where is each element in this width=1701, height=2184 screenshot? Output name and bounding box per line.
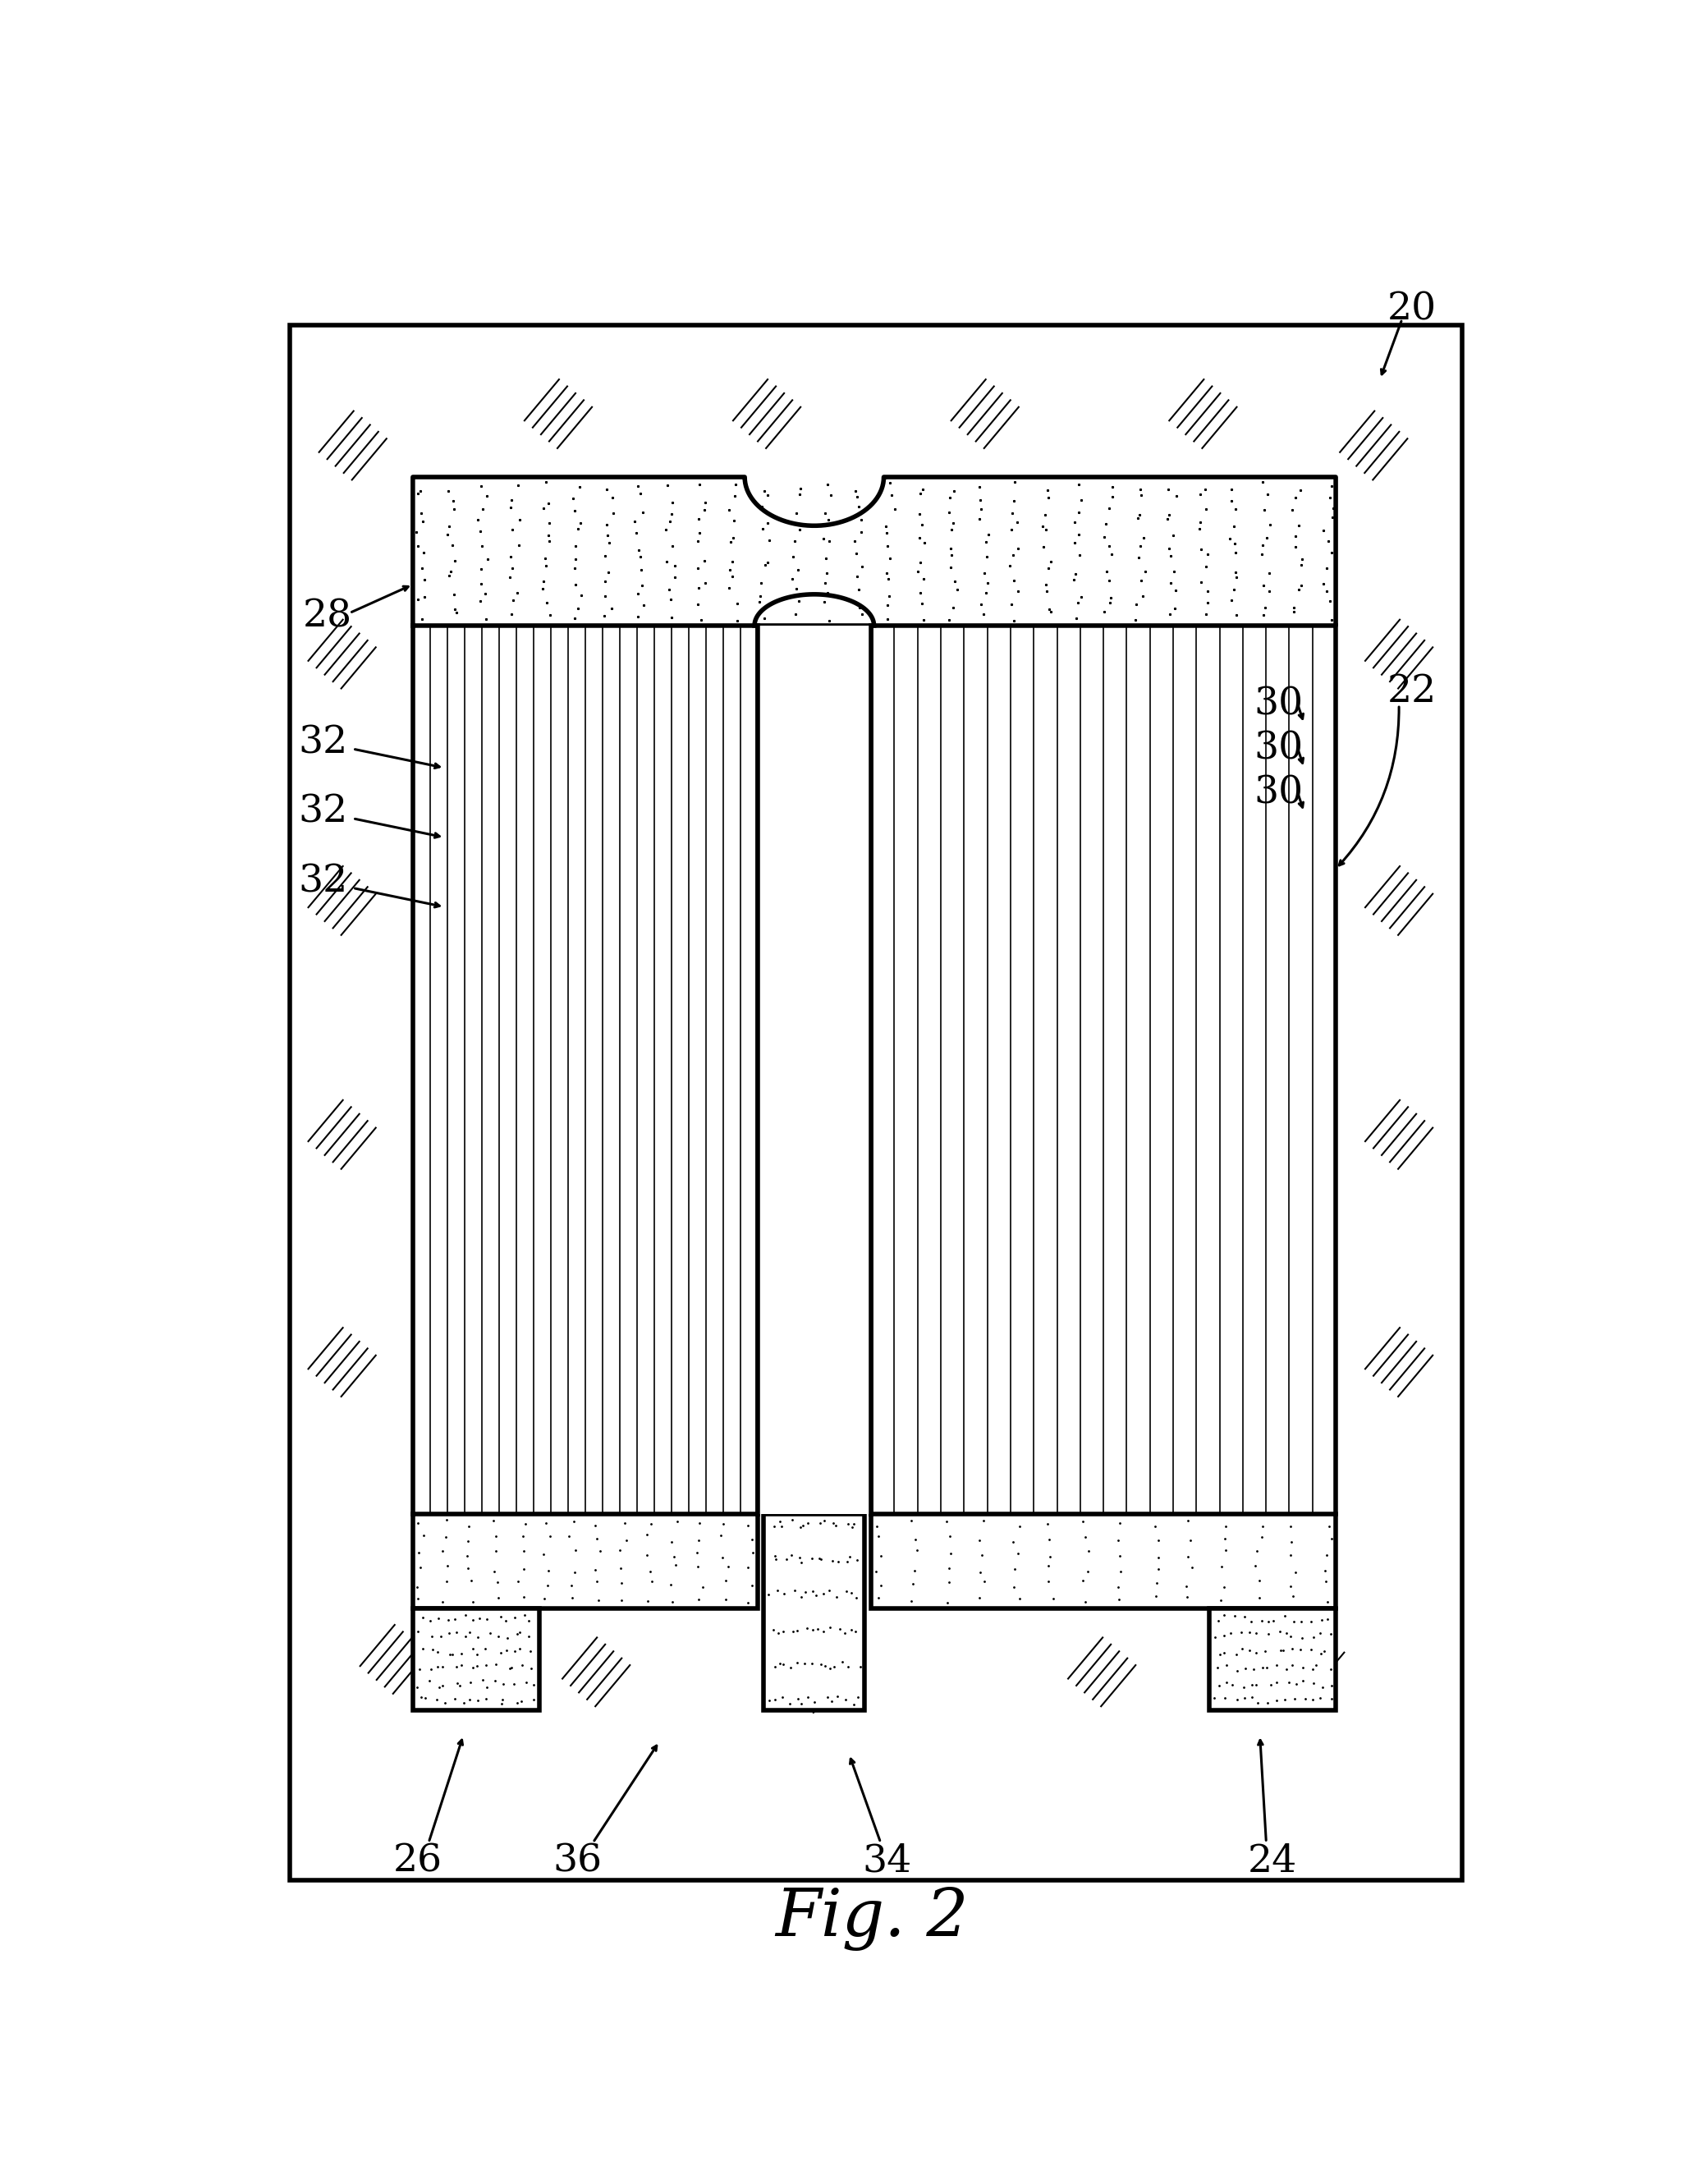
Bar <box>413 1514 757 1610</box>
Text: 20: 20 <box>1386 290 1436 328</box>
Bar <box>413 625 757 1514</box>
Bar <box>1209 1610 1335 1710</box>
Bar <box>757 625 871 1514</box>
Text: 26: 26 <box>393 1843 442 1880</box>
Polygon shape <box>413 476 1335 625</box>
Text: 32: 32 <box>298 863 347 900</box>
Bar <box>764 1514 864 1710</box>
Bar <box>871 625 1335 1514</box>
Bar <box>871 1514 1335 1610</box>
Text: 34: 34 <box>862 1843 912 1880</box>
Text: 22: 22 <box>1386 673 1436 710</box>
Text: 24: 24 <box>1249 1843 1298 1880</box>
Text: 32: 32 <box>298 723 347 762</box>
Text: 30: 30 <box>1254 686 1303 723</box>
Text: 32: 32 <box>298 793 347 830</box>
Text: 28: 28 <box>303 598 352 636</box>
Text: Fig. 2: Fig. 2 <box>776 1887 968 1950</box>
Text: 30: 30 <box>1254 775 1303 812</box>
Bar <box>289 325 1463 1880</box>
Text: 30: 30 <box>1254 729 1303 767</box>
Bar <box>413 1610 539 1710</box>
Text: 36: 36 <box>553 1843 602 1880</box>
